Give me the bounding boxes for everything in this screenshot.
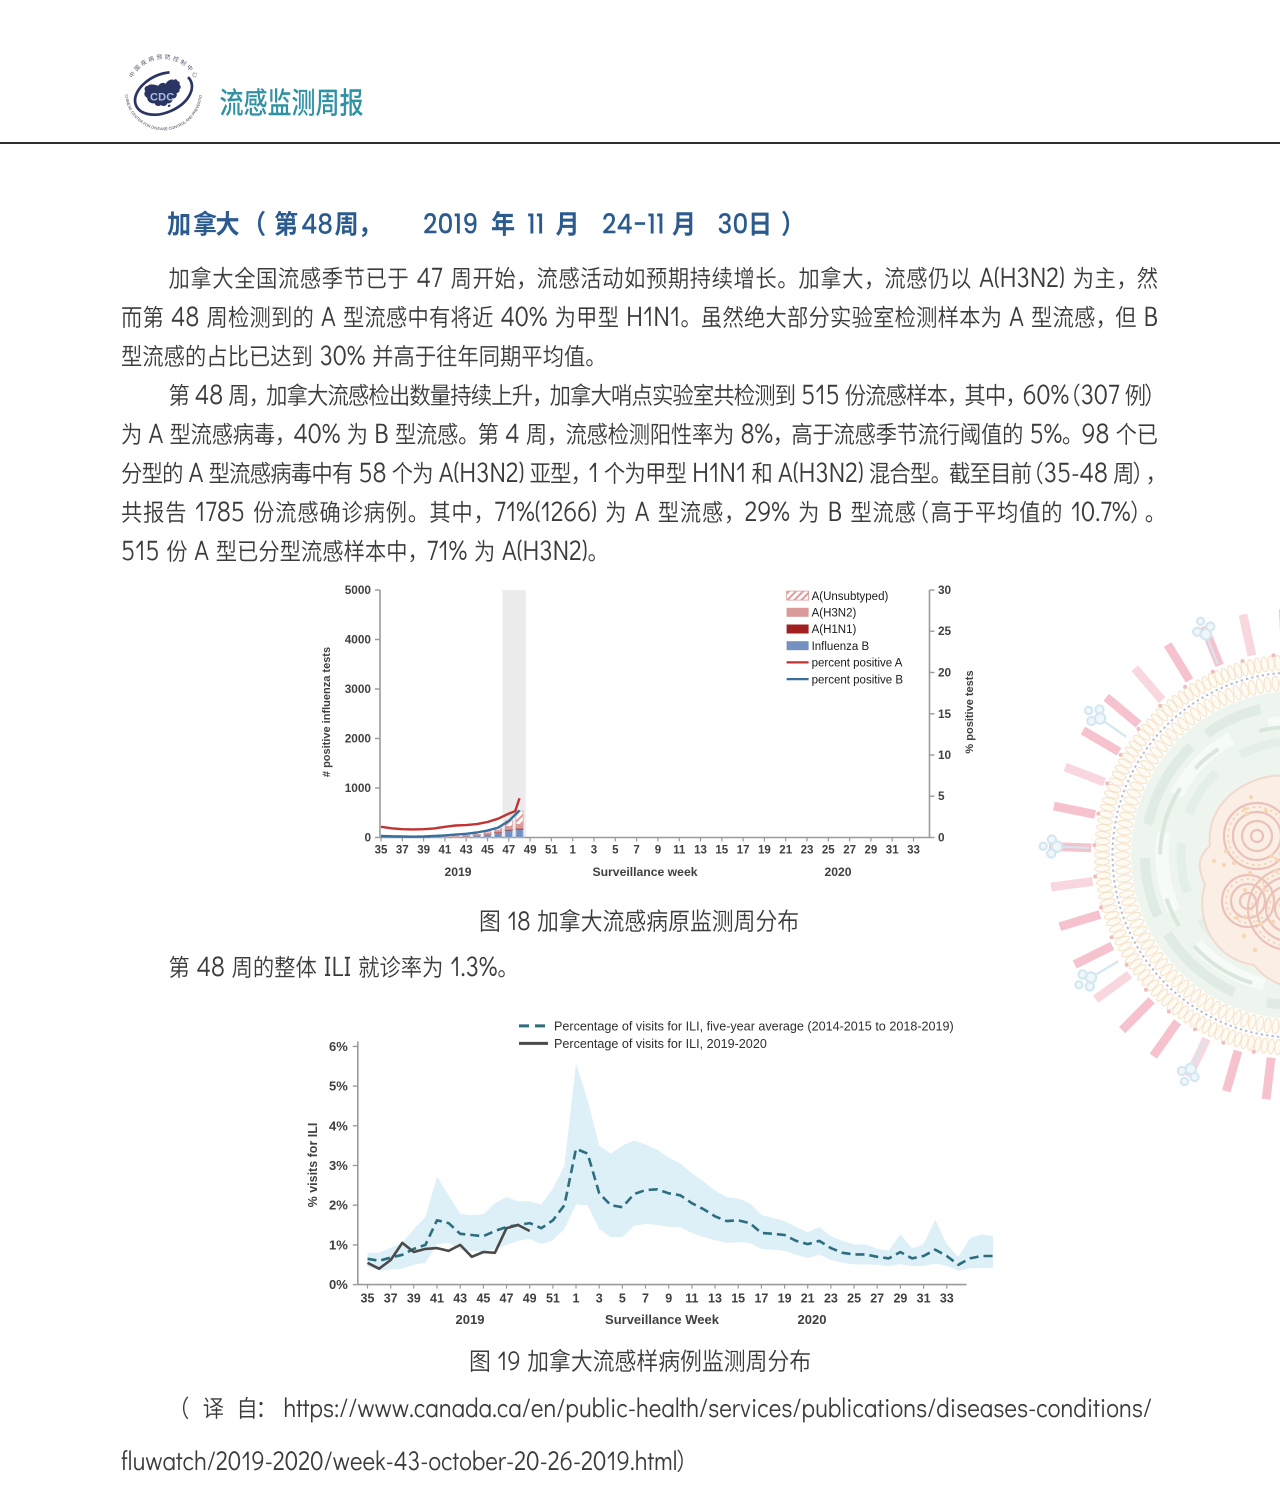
svg-text:39: 39 xyxy=(417,845,430,857)
svg-text:Percentage of visits for ILI,: Percentage of visits for ILI, five-year … xyxy=(554,1020,954,1034)
svg-text:Percentage of visits for ILI,: Percentage of visits for ILI, 2019-2020 xyxy=(554,1037,767,1051)
svg-text:45: 45 xyxy=(481,845,494,857)
svg-text:5%: 5% xyxy=(329,1079,348,1094)
svg-text:43: 43 xyxy=(460,845,473,857)
svg-text:11: 11 xyxy=(685,1292,698,1306)
svg-text:31: 31 xyxy=(917,1292,931,1306)
svg-text:4%: 4% xyxy=(329,1118,348,1133)
svg-text:Surveillance week: Surveillance week xyxy=(592,865,697,879)
svg-text:Influenza B: Influenza B xyxy=(812,641,870,653)
svg-text:1: 1 xyxy=(573,1292,580,1306)
svg-text:33: 33 xyxy=(907,845,920,857)
svg-text:# positive influenza tests: # positive influenza tests xyxy=(321,647,333,777)
svg-text:43: 43 xyxy=(453,1292,467,1306)
svg-text:9: 9 xyxy=(665,1292,672,1306)
svg-text:% visits for ILI: % visits for ILI xyxy=(306,1123,320,1208)
svg-text:15: 15 xyxy=(938,707,952,721)
svg-text:47: 47 xyxy=(500,1292,514,1306)
svg-text:41: 41 xyxy=(439,845,452,857)
svg-text:2019: 2019 xyxy=(456,1312,485,1327)
svg-text:A(H1N1): A(H1N1) xyxy=(812,624,857,636)
svg-text:0%: 0% xyxy=(329,1277,348,1292)
svg-text:49: 49 xyxy=(523,1292,537,1306)
svg-text:29: 29 xyxy=(893,1292,907,1306)
svg-text:3%: 3% xyxy=(329,1158,348,1173)
svg-text:7: 7 xyxy=(642,1292,649,1306)
svg-text:39: 39 xyxy=(407,1292,421,1306)
svg-text:20: 20 xyxy=(938,666,952,680)
svg-text:1: 1 xyxy=(569,845,576,857)
svg-text:CDC: CDC xyxy=(150,92,174,104)
svg-text:A(H3N2): A(H3N2) xyxy=(812,608,857,620)
svg-text:3: 3 xyxy=(591,845,597,857)
svg-text:2020: 2020 xyxy=(798,1312,827,1327)
svg-text:1%: 1% xyxy=(329,1237,348,1252)
svg-text:45: 45 xyxy=(476,1292,490,1306)
svg-text:Surveillance Week: Surveillance Week xyxy=(605,1312,720,1327)
svg-text:11: 11 xyxy=(673,845,686,857)
svg-text:30: 30 xyxy=(938,583,952,597)
svg-text:51: 51 xyxy=(546,1292,560,1306)
svg-text:17: 17 xyxy=(754,1292,768,1306)
svg-text:2000: 2000 xyxy=(345,732,372,746)
svg-text:21: 21 xyxy=(779,845,792,857)
svg-text:35: 35 xyxy=(361,1292,375,1306)
svg-text:0: 0 xyxy=(364,831,371,845)
svg-text:15: 15 xyxy=(715,845,728,857)
svg-text:5: 5 xyxy=(612,845,619,857)
svg-text:0: 0 xyxy=(938,831,945,845)
svg-text:19: 19 xyxy=(778,1292,792,1306)
svg-text:5000: 5000 xyxy=(345,583,372,597)
svg-text:10: 10 xyxy=(938,748,952,762)
svg-text:25: 25 xyxy=(822,845,835,857)
svg-text:51: 51 xyxy=(545,845,558,857)
svg-text:2%: 2% xyxy=(329,1198,348,1213)
svg-text:25: 25 xyxy=(938,624,952,638)
svg-text:47: 47 xyxy=(502,845,515,857)
svg-text:41: 41 xyxy=(430,1292,444,1306)
svg-text:31: 31 xyxy=(886,845,899,857)
svg-text:49: 49 xyxy=(524,845,537,857)
svg-text:3: 3 xyxy=(596,1292,603,1306)
svg-text:15: 15 xyxy=(731,1292,745,1306)
svg-text:9: 9 xyxy=(655,845,661,857)
svg-text:5: 5 xyxy=(938,789,945,803)
svg-text:19: 19 xyxy=(758,845,771,857)
svg-text:5: 5 xyxy=(619,1292,626,1306)
svg-text:37: 37 xyxy=(384,1292,398,1306)
svg-text:13: 13 xyxy=(694,845,707,857)
svg-text:23: 23 xyxy=(824,1292,838,1306)
svg-text:33: 33 xyxy=(940,1292,954,1306)
svg-text:17: 17 xyxy=(737,845,750,857)
svg-text:2019: 2019 xyxy=(444,865,471,879)
svg-text:3000: 3000 xyxy=(345,682,372,696)
svg-text:% positive tests: % positive tests xyxy=(964,670,976,753)
svg-text:27: 27 xyxy=(870,1292,884,1306)
svg-text:21: 21 xyxy=(801,1292,815,1306)
svg-text:37: 37 xyxy=(396,845,409,857)
svg-text:percent positive A: percent positive A xyxy=(812,658,903,670)
svg-text:27: 27 xyxy=(843,845,856,857)
svg-text:25: 25 xyxy=(847,1292,861,1306)
svg-text:percent positive B: percent positive B xyxy=(812,674,904,686)
svg-text:29: 29 xyxy=(865,845,878,857)
svg-text:13: 13 xyxy=(708,1292,722,1306)
svg-text:6%: 6% xyxy=(329,1039,348,1054)
svg-text:7: 7 xyxy=(633,845,639,857)
svg-text:A(Unsubtyped): A(Unsubtyped) xyxy=(812,591,889,603)
svg-text:4000: 4000 xyxy=(345,633,372,647)
svg-text:35: 35 xyxy=(375,845,388,857)
svg-text:23: 23 xyxy=(801,845,814,857)
svg-text:2020: 2020 xyxy=(824,865,851,879)
svg-text:1000: 1000 xyxy=(345,781,372,795)
